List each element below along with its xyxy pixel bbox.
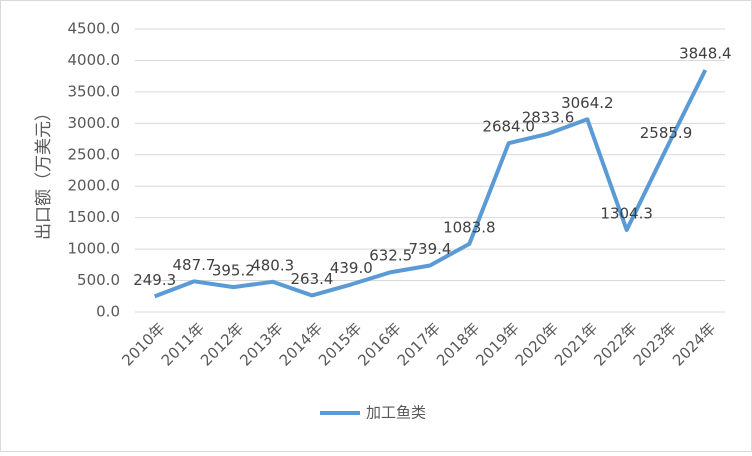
data-label: 487.7 xyxy=(173,256,216,274)
data-label: 2833.6 xyxy=(522,108,575,126)
data-label: 249.3 xyxy=(133,271,176,289)
y-tick-label: 4500.0 xyxy=(68,20,121,38)
data-label: 739.4 xyxy=(409,240,452,258)
data-label: 439.0 xyxy=(330,259,373,277)
data-label: 480.3 xyxy=(251,256,294,274)
data-label: 2684.0 xyxy=(482,118,535,136)
y-tick-label: 0.0 xyxy=(96,303,120,321)
legend-label: 加工鱼类 xyxy=(366,404,426,422)
data-label: 395.2 xyxy=(212,262,255,280)
y-tick-label: 1500.0 xyxy=(68,208,121,226)
y-tick-label: 1000.0 xyxy=(68,240,121,258)
data-label: 632.5 xyxy=(369,247,412,265)
y-tick-label: 2000.0 xyxy=(68,177,121,195)
data-label: 3064.2 xyxy=(561,94,614,112)
data-label: 3848.4 xyxy=(679,44,732,62)
y-tick-label: 4000.0 xyxy=(68,51,121,69)
y-tick-label: 3000.0 xyxy=(68,114,121,132)
data-label: 1083.8 xyxy=(443,218,496,236)
y-tick-label: 3500.0 xyxy=(68,82,121,100)
data-label: 1304.3 xyxy=(600,204,653,222)
series-line xyxy=(153,69,708,299)
data-label: 263.4 xyxy=(291,270,334,288)
y-tick-label: 2500.0 xyxy=(68,145,121,163)
y-axis-label: 出口额（万美元） xyxy=(34,104,54,240)
data-label: 2585.9 xyxy=(640,124,693,142)
y-tick-label: 500.0 xyxy=(77,271,120,289)
